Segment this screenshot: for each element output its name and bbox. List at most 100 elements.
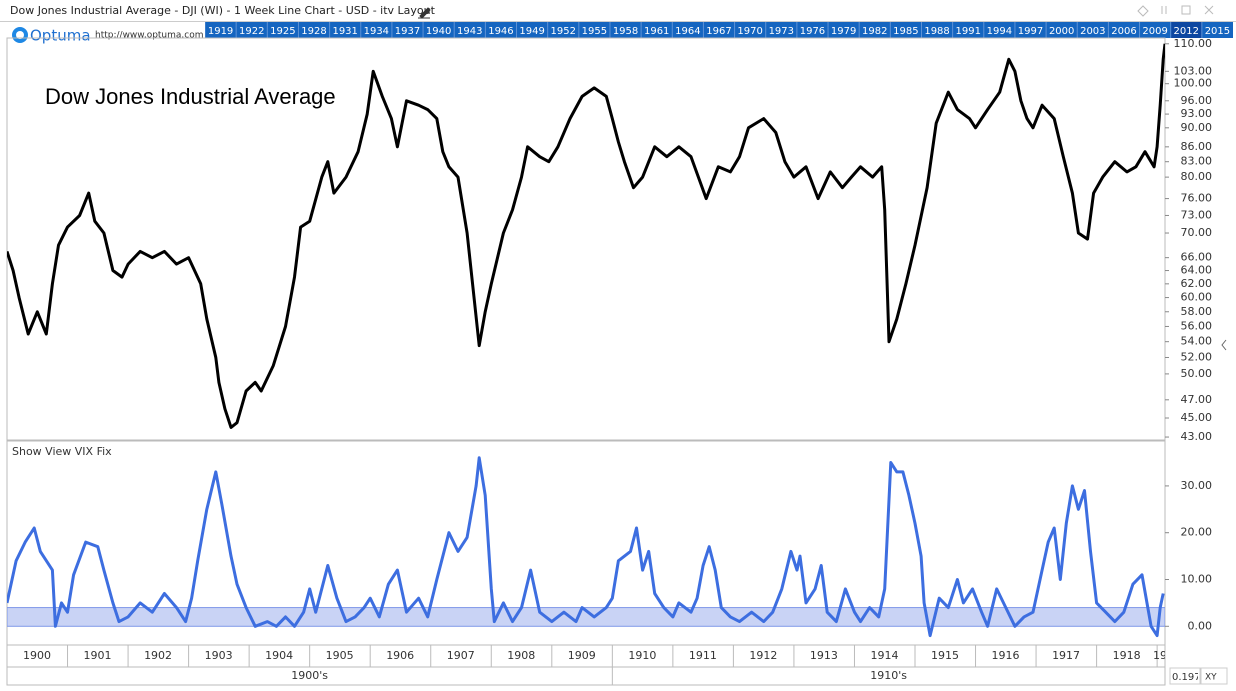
y-tick-label: 90.00 [1181,121,1213,134]
y-tick-label: 73.00 [1181,208,1213,221]
y-tick-label: 110.00 [1174,37,1213,50]
indicator-title: Show View VIX Fix [12,445,112,458]
navigator-year: 1943 [457,26,482,37]
navigator-year: 1976 [800,26,825,37]
navigator[interactable] [205,22,1233,38]
y-tick-label: 60.00 [1181,291,1213,304]
navigator-year: 1925 [270,26,295,37]
decade-label: 1900's [291,669,328,682]
y-tick-label: 10.00 [1181,572,1213,585]
x-tick-label: 1910 [628,649,656,662]
navigator-year: 1970 [737,26,762,37]
navigator-year: 1931 [332,26,357,37]
navigator-highlight [1170,22,1202,38]
navigator-year: 1964 [675,26,700,37]
x-tick-label: 1904 [265,649,293,662]
navigator-year: 1967 [706,26,731,37]
logo-icon-hole [16,31,24,39]
x-tick-label: 1914 [870,649,898,662]
x-tick-label: 1917 [1052,649,1080,662]
window-buttons[interactable] [1137,5,1214,17]
navigator-year: 2012 [1174,26,1199,37]
navigator-year: 1946 [488,26,513,37]
url: http://www.optuma.com [95,31,204,41]
y-tick-label: 58.00 [1181,305,1213,318]
x-tick-label: 1911 [689,649,717,662]
y-tick-label: 45.00 [1181,411,1213,424]
navigator-year: 2000 [1049,26,1074,37]
x-tick-label: 1913 [810,649,838,662]
edit-icon[interactable] [418,7,431,19]
y-tick-label: 66.00 [1181,251,1213,264]
xy-button[interactable]: XY [1205,673,1217,683]
x-tick-label: 1909 [568,649,596,662]
y-tick-label: 54.00 [1181,335,1213,348]
x-tick-label: 1919 [1153,649,1181,662]
y-tick-label: 30.00 [1181,479,1213,492]
navigator-year: 2003 [1080,26,1105,37]
navigator-year: 2009 [1142,26,1167,37]
navigator-year: 1988 [924,26,949,37]
navigator-year: 1982 [862,26,887,37]
x-tick-label: 1906 [386,649,414,662]
navigator-year: 1919 [208,26,233,37]
navigator-year: 1979 [831,26,856,37]
scale-readout-box [1169,667,1201,685]
navigator-year: 1985 [893,26,918,37]
x-tick-label: 1901 [84,649,112,662]
plot-area [7,456,1165,638]
navigator-year: 1955 [582,26,607,37]
y-tick-label: 96.00 [1181,94,1213,107]
navigator-year: 1922 [239,26,264,37]
y-tick-label: 20.00 [1181,526,1213,539]
logo: Optuma [30,27,91,45]
y-tick-label: 100.00 [1174,77,1213,90]
navigator-year: 1997 [1018,26,1043,37]
navigator-year: 2006 [1111,26,1136,37]
scale-readout: 0.1974 [1172,672,1207,683]
x-tick-label: 1905 [326,649,354,662]
navigator-year: 1949 [519,26,544,37]
y-tick-label: 80.00 [1181,170,1213,183]
series-line [7,456,1165,638]
y-tick-label: 93.00 [1181,107,1213,120]
x-tick-label: 1915 [931,649,959,662]
chart-annotation: Dow Jones Industrial Average [45,84,336,109]
x-tick-label: 1902 [144,649,172,662]
y-tick-label: 103.00 [1174,64,1213,77]
y-tick-label: 62.00 [1181,277,1213,290]
navigator-year: 1961 [644,26,669,37]
navigator-year: 1958 [613,26,638,37]
navigator-year: 1928 [301,26,326,37]
navigator-year: 1991 [955,26,980,37]
y-tick-label: 47.00 [1181,393,1213,406]
navigator-year: 1994 [987,26,1012,37]
y-tick-label: 50.00 [1181,367,1213,380]
decade-label: 1910's [870,669,907,682]
navigator-year: 1940 [426,26,451,37]
navigator-year: 1952 [551,26,576,37]
y-tick-label: 56.00 [1181,319,1213,332]
x-tick-label: 1903 [205,649,233,662]
window-title: Dow Jones Industrial Average - DJI (WI) … [10,4,436,17]
y-tick-label: 76.00 [1181,192,1213,205]
collapse-arrow[interactable] [1221,339,1227,351]
navigator-year: 1934 [364,26,389,37]
x-tick-label: 1918 [1113,649,1141,662]
separator [0,21,1236,22]
y-tick-label: 43.00 [1181,430,1213,443]
y-tick-label: 70.00 [1181,226,1213,239]
y-tick-label: 64.00 [1181,264,1213,277]
x-tick-label: 1912 [749,649,777,662]
navigator-year: 1973 [769,26,794,37]
y-tick-label: 86.00 [1181,140,1213,153]
y-tick-label: 0.00 [1188,619,1213,632]
xy-button-box[interactable] [1200,667,1228,685]
navigator-year: 1937 [395,26,420,37]
x-tick-label: 1916 [992,649,1020,662]
y-tick-label: 83.00 [1181,155,1213,168]
x-tick-label: 1907 [447,649,475,662]
x-tick-label: 1908 [507,649,535,662]
